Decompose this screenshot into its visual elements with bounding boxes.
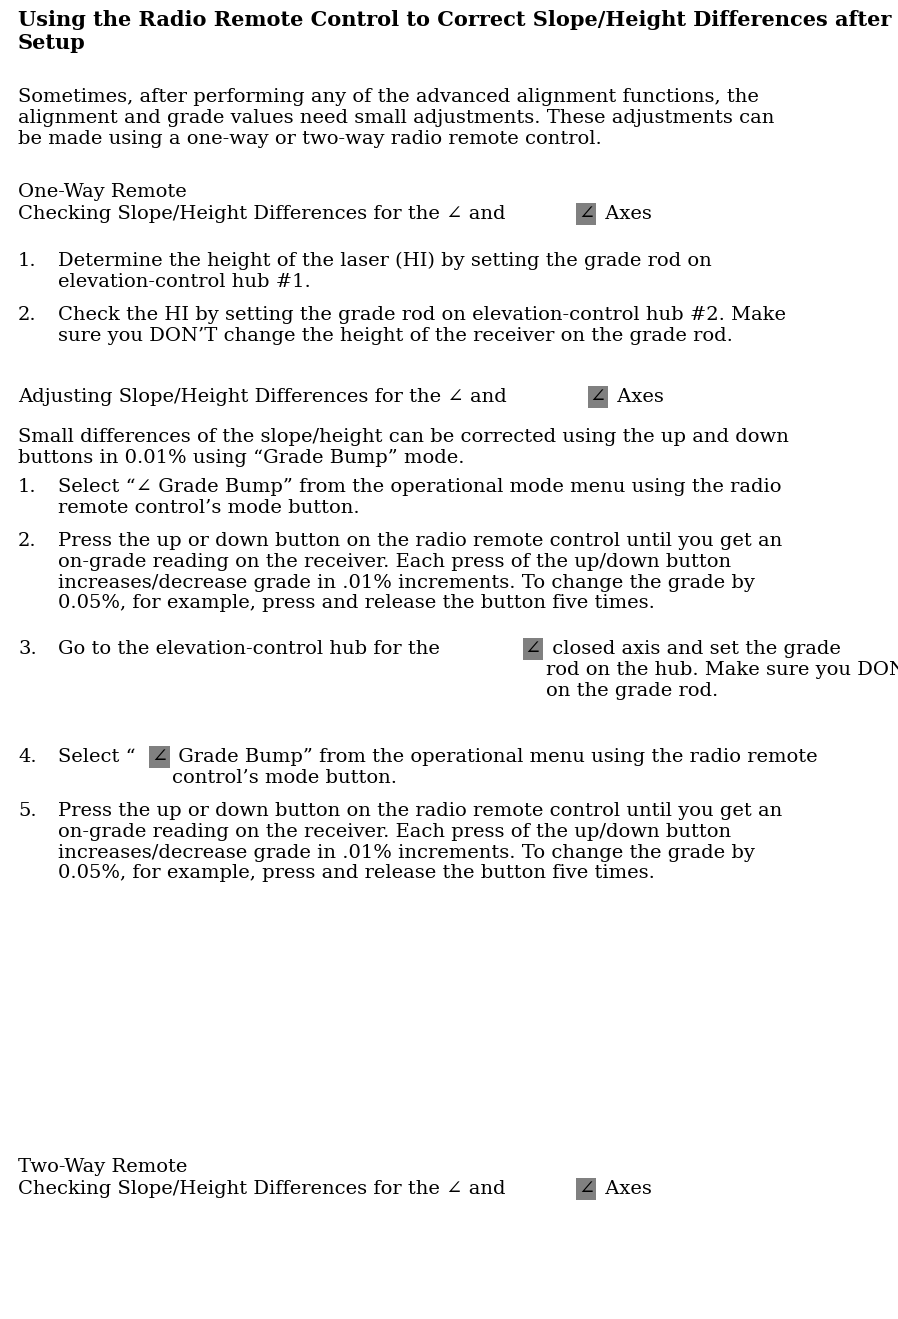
Text: 2.: 2. [18, 532, 37, 550]
Text: 1.: 1. [18, 477, 37, 496]
Text: Checking Slope/Height Differences for the ∠ and: Checking Slope/Height Differences for th… [18, 204, 512, 223]
Text: Axes: Axes [611, 388, 664, 406]
Text: Press the up or down button on the radio remote control until you get an
on-grad: Press the up or down button on the radio… [58, 802, 782, 882]
Text: Using the Radio Remote Control to Correct Slope/Height Differences after
Setup: Using the Radio Remote Control to Correc… [18, 11, 892, 53]
Text: Axes: Axes [599, 204, 652, 223]
Text: ∠: ∠ [152, 748, 168, 766]
Text: Go to the elevation-control hub for the: Go to the elevation-control hub for the [58, 640, 446, 658]
Text: Small differences of the slope/height can be corrected using the up and down
but: Small differences of the slope/height ca… [18, 427, 788, 467]
Text: Two-Way Remote: Two-Way Remote [18, 1158, 188, 1177]
Text: 1.: 1. [18, 252, 37, 270]
Text: ∠: ∠ [578, 1181, 594, 1198]
Text: Check the HI by setting the grade rod on elevation-control hub #2. Make
sure you: Check the HI by setting the grade rod on… [58, 306, 786, 344]
Text: 3.: 3. [18, 640, 37, 658]
Text: 5.: 5. [18, 802, 37, 820]
Text: closed axis and set the grade
rod on the hub. Make sure you DON’T change the hei: closed axis and set the grade rod on the… [546, 640, 898, 699]
Text: Determine the height of the laser (HI) by setting the grade rod on
elevation-con: Determine the height of the laser (HI) b… [58, 252, 712, 291]
Text: Grade Bump” from the operational menu using the radio remote
control’s mode butt: Grade Bump” from the operational menu us… [172, 748, 818, 787]
Text: Adjusting Slope/Height Differences for the ∠ and: Adjusting Slope/Height Differences for t… [18, 388, 513, 406]
Text: ∠: ∠ [524, 640, 541, 658]
Text: Select “: Select “ [58, 748, 136, 766]
Text: ∠: ∠ [590, 388, 606, 406]
Text: Sometimes, after performing any of the advanced alignment functions, the
alignme: Sometimes, after performing any of the a… [18, 88, 774, 148]
Text: Select “∠ Grade Bump” from the operational mode menu using the radio
remote cont: Select “∠ Grade Bump” from the operation… [58, 477, 781, 517]
Text: Axes: Axes [599, 1181, 652, 1198]
Text: ∠: ∠ [578, 204, 594, 223]
Text: Checking Slope/Height Differences for the ∠ and: Checking Slope/Height Differences for th… [18, 1181, 512, 1198]
Text: Press the up or down button on the radio remote control until you get an
on-grad: Press the up or down button on the radio… [58, 532, 782, 612]
Text: One-Way Remote: One-Way Remote [18, 183, 187, 200]
Text: 2.: 2. [18, 306, 37, 324]
Text: 4.: 4. [18, 748, 37, 766]
